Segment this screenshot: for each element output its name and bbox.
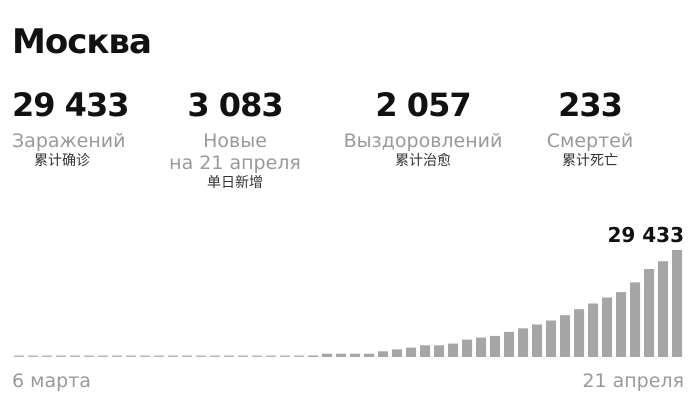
- bar: [560, 315, 571, 357]
- bar: [154, 355, 165, 357]
- bar: [42, 355, 53, 357]
- bar: [364, 353, 375, 357]
- bar: [28, 355, 39, 357]
- stat-label-cn: 累计治愈: [395, 153, 451, 169]
- stat-label: Смертей: [546, 130, 634, 152]
- bar: [322, 353, 333, 357]
- bar: [84, 355, 95, 357]
- page-title: Москва: [12, 22, 152, 62]
- bar: [56, 355, 67, 357]
- stat-deaths: 233 Смертей 累计死亡: [530, 86, 650, 170]
- bar: [574, 309, 585, 357]
- bar: [588, 303, 599, 357]
- bar: [210, 355, 221, 357]
- bar: [532, 324, 543, 357]
- bar: [266, 355, 277, 357]
- bar: [112, 355, 123, 357]
- bar: [336, 353, 347, 357]
- x-start-label: 6 марта: [12, 370, 91, 392]
- bar: [70, 355, 81, 357]
- stat-label: Новые: [203, 130, 267, 152]
- stat-value: 29 433: [12, 86, 129, 124]
- bar: [546, 320, 557, 357]
- bar: [644, 269, 655, 357]
- stat-value: 233: [558, 86, 623, 124]
- stat-label-cn: 累计确诊: [34, 153, 90, 169]
- stat-label-date: на 21 апреля: [169, 152, 301, 174]
- bar: [238, 355, 249, 357]
- bar: [490, 335, 501, 357]
- bar: [280, 355, 291, 357]
- bar: [294, 355, 305, 357]
- bar: [476, 337, 487, 357]
- bar: [14, 355, 25, 357]
- bar: [196, 355, 207, 357]
- bar: [406, 347, 417, 357]
- bar: [658, 261, 669, 357]
- stat-label: Заражений: [12, 130, 126, 152]
- stat-label-cn: 单日新增: [207, 175, 263, 191]
- bar: [224, 355, 235, 357]
- bar: [630, 282, 641, 357]
- bar: [378, 351, 389, 357]
- x-end-label: 21 апреля: [582, 370, 684, 392]
- stat-recovered: 2 057 Выздоровлений 累计治愈: [333, 86, 513, 170]
- bars-group: [14, 250, 683, 357]
- stat-value: 3 083: [187, 86, 283, 124]
- bar: [308, 355, 319, 357]
- stat-value: 2 057: [375, 86, 471, 124]
- stat-label: Выздоровлений: [343, 130, 503, 152]
- bar: [434, 345, 445, 357]
- bar: [420, 345, 431, 357]
- bar: [126, 355, 137, 357]
- bar: [350, 353, 361, 357]
- bar: [672, 250, 683, 357]
- bar: [518, 328, 529, 357]
- bar: [98, 355, 109, 357]
- bar: [602, 297, 613, 357]
- bar: [462, 339, 473, 357]
- stat-infected: 29 433 Заражений 累计确诊: [12, 86, 129, 170]
- bar: [504, 331, 515, 357]
- bar: [252, 355, 263, 357]
- stat-label-cn: 累计死亡: [562, 153, 618, 169]
- last-value-label: 29 433: [607, 223, 684, 247]
- bar: [168, 355, 179, 357]
- bar: [182, 355, 193, 357]
- bar: [616, 292, 627, 357]
- cases-bar-chart: 29 433 6 марта 21 апреля: [12, 223, 684, 392]
- bar: [392, 349, 403, 357]
- bar: [140, 355, 151, 357]
- bar: [448, 343, 459, 357]
- stat-new: 3 083 Новые на 21 апреля 单日新增: [160, 86, 310, 192]
